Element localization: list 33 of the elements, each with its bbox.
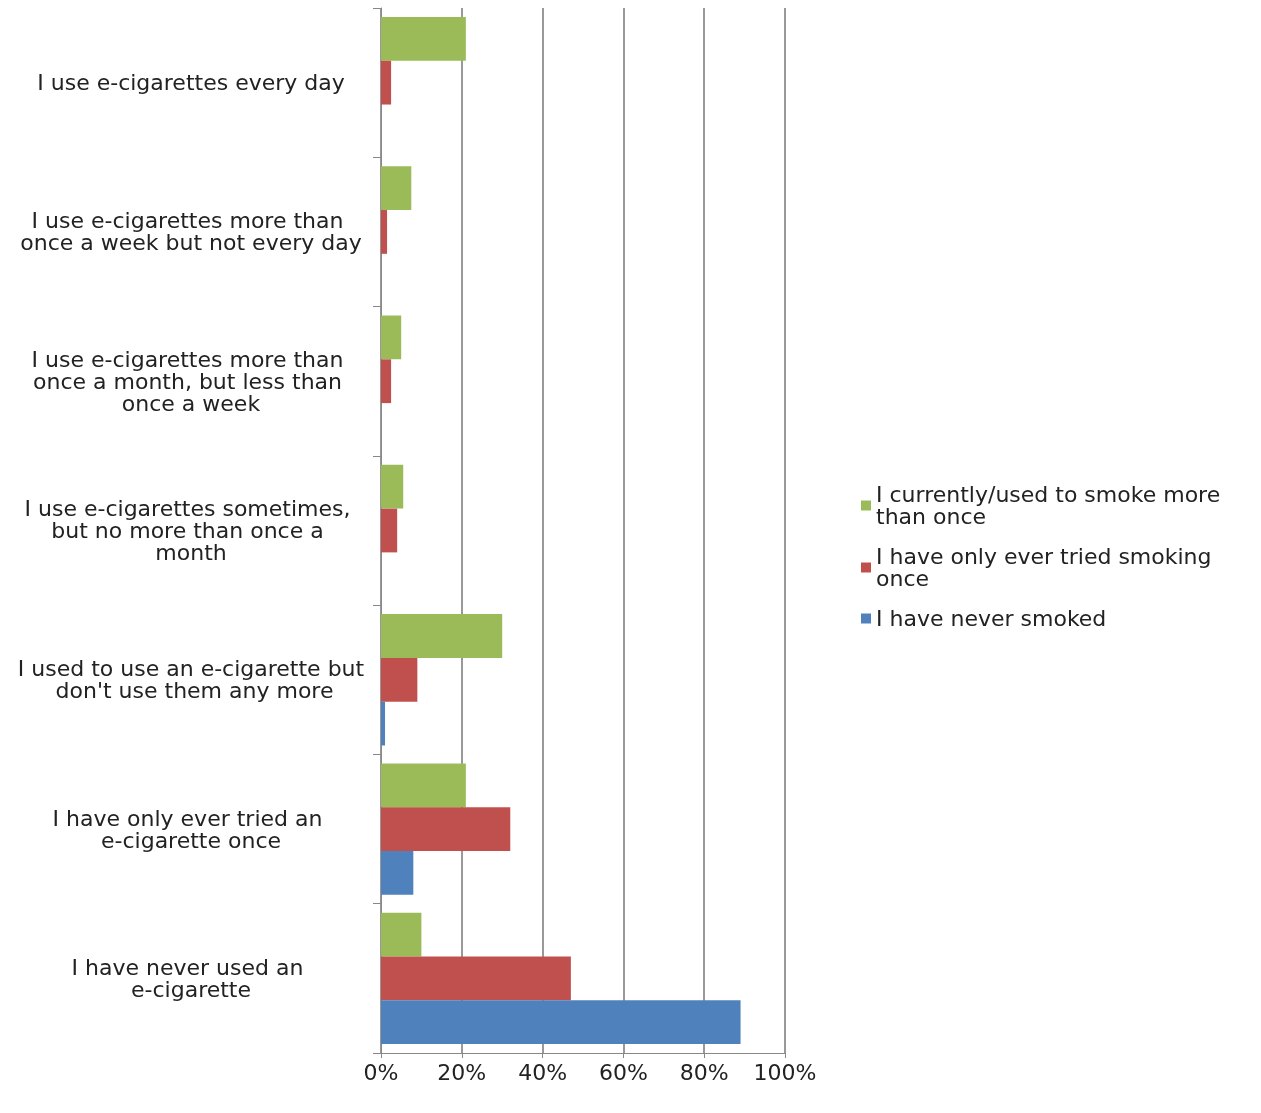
x-tick-label: 20% [437, 1059, 487, 1085]
legend-label: I have only ever tried smoking once [876, 544, 1219, 591]
bar [381, 464, 404, 509]
bar [381, 850, 414, 895]
x-tick-label: 60% [598, 1059, 648, 1085]
bar [381, 508, 398, 553]
bar [381, 1000, 741, 1045]
bar [381, 166, 412, 211]
x-tick-label: 0% [363, 1059, 399, 1085]
x-tick-label: 100% [753, 1059, 817, 1085]
y-tick-label: I used to use an e-cigarette but don't use them any more [17, 656, 365, 704]
bar [381, 16, 466, 61]
y-tick-label: I use e-cigarettes sometimes, but no more than once a month [24, 496, 358, 565]
bar [381, 912, 422, 957]
x-tick-label: 40% [518, 1059, 568, 1085]
bar [381, 315, 402, 360]
bar [381, 657, 418, 702]
bar [381, 60, 392, 105]
x-tick-label: 80% [679, 1059, 729, 1085]
y-tick-label: I have never used an e-cigarette [71, 954, 311, 1002]
y-tick-label: I have only ever tried an e-cigarette once [52, 805, 330, 853]
y-tick-label: I use e-cigarettes more than once a month, but less than once a week [31, 346, 351, 416]
bar [381, 956, 571, 1001]
bar [381, 614, 503, 658]
bar [381, 210, 388, 254]
bar [381, 359, 392, 404]
legend-label: I have never smoked [876, 606, 1107, 631]
bar [381, 807, 511, 851]
legend-label: I currently/used to smoke more than once [876, 482, 1228, 529]
y-tick-label: I use e-cigarettes more than once a week but not every day [20, 208, 362, 256]
bar [381, 763, 466, 808]
y-tick-label: I use e-cigarettes every day [37, 70, 345, 96]
bar [381, 701, 386, 746]
